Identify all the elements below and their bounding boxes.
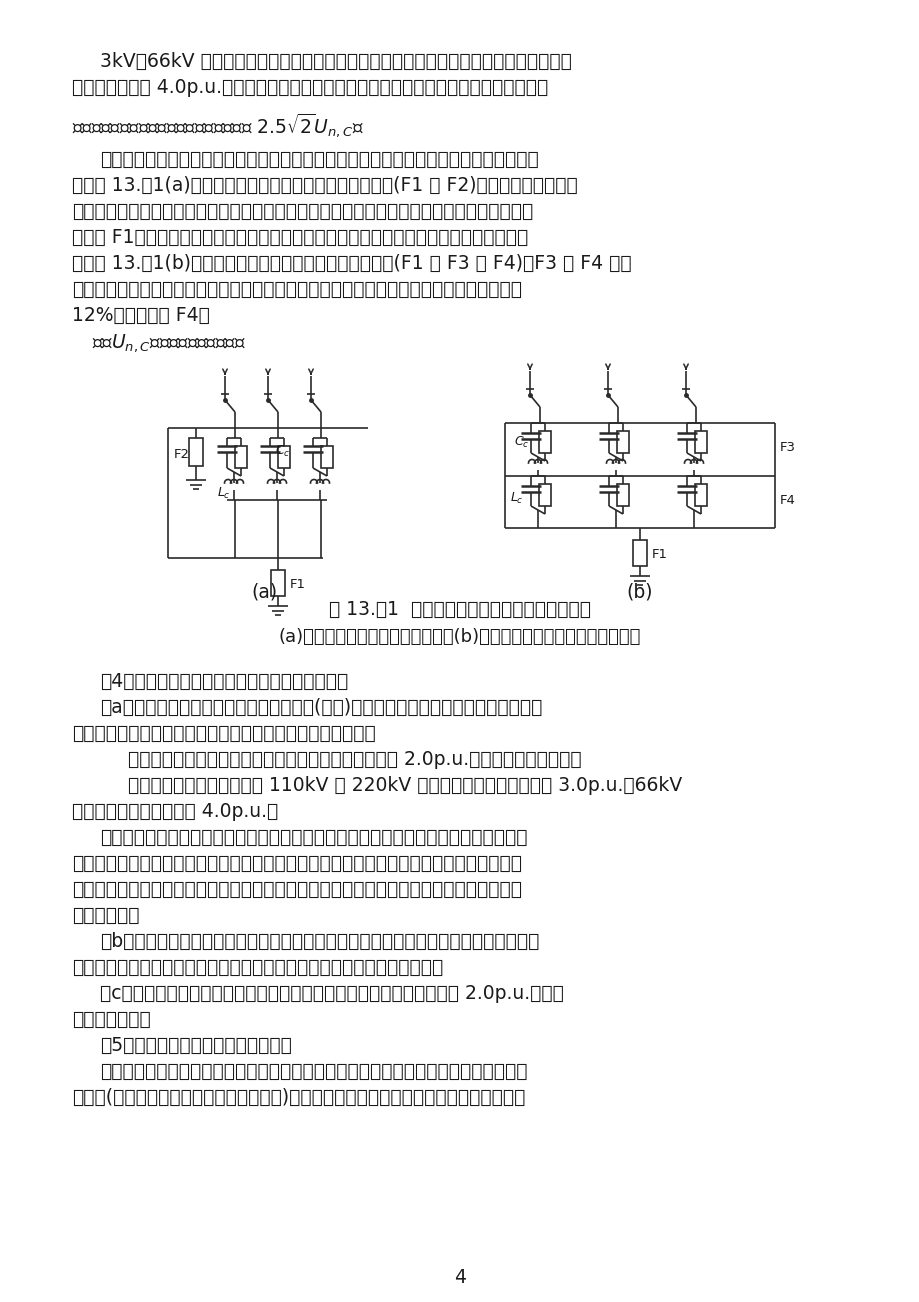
Bar [321, 447, 333, 467]
Text: 4: 4 [453, 1268, 466, 1286]
Text: (a): (a) [251, 583, 277, 602]
Text: 12%时，宜采用 F4。: 12%时，宜采用 F4。 [72, 306, 210, 326]
Text: F4: F4 [779, 493, 795, 506]
Text: （b）在可能只带一条线路运行的变压器中性点消弧线圈上，宜用阀式避雷器限制切除最: （b）在可能只带一条线路运行的变压器中性点消弧线圈上，宜用阀式避雷器限制切除最 [100, 932, 539, 950]
Text: 3kV～66kV 系统开断并联电容补偿装置如断路器发生单相重击穿时，电容器高压端对地: 3kV～66kV 系统开断并联电容补偿装置如断路器发生单相重击穿时，电容器高压端… [100, 52, 572, 72]
Text: F1: F1 [652, 548, 667, 561]
Text: 后一条线路两相接地故障时，强制开断消弧线圈电流在其上产生的过电压。: 后一条线路两相接地故障时，强制开断消弧线圈电流在其上产生的过电压。 [72, 958, 443, 976]
Text: 采用熄弧性能较强的断路器开断激磁电流较大的变压器以及并联电抗补偿装置产生的高: 采用熄弧性能较强的断路器开断激磁电流较大的变压器以及并联电抗补偿装置产生的高 [100, 828, 527, 848]
Text: (a)单相重击穿过电压的保护接线；(b)单、两相重击穿过电压的保护接线: (a)单相重击穿过电压的保护接线；(b)单、两相重击穿过电压的保护接线 [278, 628, 641, 646]
Text: 注：$U_{n,C}$为电容器的额定电压。: 注：$U_{n,C}$为电容器的额定电压。 [92, 332, 245, 354]
Text: （4）操作空载变压器和并联电抗器等的过电压。: （4）操作空载变压器和并联电抗器等的过电压。 [100, 672, 348, 691]
Text: F2: F2 [174, 448, 190, 461]
Text: 宜按图 13.－1(a)装设并联电容补偿装置金属氧化物避雷器(F1 或 F2)，作为限制单相重击: 宜按图 13.－1(a)装设并联电容补偿装置金属氧化物避雷器(F1 或 F2)，… [72, 176, 577, 195]
Text: 当开断具有冷轧硅钢片的变压器时，过电压一般不超过 2.0p.u.，可不采取保护措施。: 当开断具有冷轧硅钢片的变压器时，过电压一般不超过 2.0p.u.，可不采取保护措… [128, 750, 581, 769]
Text: 限制两相重击穿时在电容器极间出现的过电压。当并联电容补偿装置电抗器的电抗率不低于: 限制两相重击穿时在电容器极间出现的过电压。当并联电容补偿装置电抗器的电抗率不低于 [72, 280, 521, 299]
Text: F1: F1 [289, 578, 306, 591]
Text: 过电压可能超过 4.0p.u.。开断前电源侧有单相接地故障时，该过电压将更高。开断时如发: 过电压可能超过 4.0p.u.。开断前电源侧有单相接地故障时，该过电压将更高。开… [72, 78, 548, 98]
Text: $L_c$: $L_c$ [217, 486, 231, 501]
Text: 操作并联电容补偿装置，应采用开断时不重击穿的断路器。对于需频繁投切的补偿装置，: 操作并联电容补偿装置，应采用开断时不重击穿的断路器。对于需频繁投切的补偿装置， [100, 150, 539, 169]
Bar [617, 484, 629, 506]
Text: 宜采用 F1。断路器操作频繁且开断时可能发生重击穿或者合闸过程中触头有弹跳现象时，: 宜采用 F1。断路器操作频繁且开断时可能发生重击穿或者合闸过程中触头有弹跳现象时… [72, 228, 528, 247]
Bar [188, 437, 203, 466]
Text: 采取保护措施。: 采取保护措施。 [72, 1010, 151, 1029]
Text: 其高压侧或低压侧。但高低压侧系统接地方式不同时，低压侧宜装设操作过电压保护水平较: 其高压侧或低压侧。但高低压侧系统接地方式不同时，低压侧宜装设操作过电压保护水平较 [72, 880, 521, 898]
Text: （c）空载变压器和并联电抗补偿装置合闸产生的操作过电压一般不超过 2.0p.u.，可不: （c）空载变压器和并联电抗补偿装置合闸产生的操作过电压一般不超过 2.0p.u.… [100, 984, 563, 1003]
Bar [539, 484, 550, 506]
Bar [617, 431, 629, 453]
Text: (b): (b) [626, 583, 652, 602]
Text: 过电压(后两种仅出现于真空断路器开断时)。过电压幅值与断路器熄弧性能、电动机和回路: 过电压(后两种仅出现于真空断路器开断时)。过电压幅值与断路器熄弧性能、电动机和回… [72, 1088, 525, 1107]
Text: 开断具有热轧硅钢片铁芯的 110kV 及 220kV 变压器的过电压一般不超过 3.0p.u.；66kV: 开断具有热轧硅钢片铁芯的 110kV 及 220kV 变压器的过电压一般不超过 … [128, 776, 682, 796]
Text: $L_c$: $L_c$ [509, 491, 523, 506]
Bar [539, 431, 550, 453]
Text: 及以下变压器一般不超过 4.0p.u.。: 及以下变压器一般不超过 4.0p.u.。 [72, 802, 278, 822]
Bar [694, 431, 706, 453]
Text: 穿过电压的后备保护装置。在电源侧有单相接地故障不要求进行补偿装置开断操作的条件下，: 穿过电压的后备保护装置。在电源侧有单相接地故障不要求进行补偿装置开断操作的条件下… [72, 202, 533, 221]
Text: 在开断高压感应电动机时，因断路器的截流、三相同时开断和高频重复重击穿等会产生: 在开断高压感应电动机时，因断路器的截流、三相同时开断和高频重复重击穿等会产生 [100, 1062, 527, 1081]
Text: 宜按图 13.－1(b)装设并联电容补偿装置金属氧化物避雷器(F1 及 F3 或 F4)。F3 或 F4 用以: 宜按图 13.－1(b)装设并联电容补偿装置金属氧化物避雷器(F1 及 F3 或… [72, 254, 631, 273]
Text: 生两相重击穿，电容器极间过电压可能超过 $2.5\sqrt{2}U_{n,C}$。: 生两相重击穿，电容器极间过电压可能超过 $2.5\sqrt{2}U_{n,C}$… [72, 112, 364, 141]
Text: 幅值过电压，可在断路器的非电源侧装设阀式避雷器加以限制。保护变压器的避雷器可装在: 幅值过电压，可在断路器的非电源侧装设阀式避雷器加以限制。保护变压器的避雷器可装在 [72, 854, 521, 874]
Text: F3: F3 [779, 441, 795, 454]
Bar [694, 484, 706, 506]
Bar [271, 570, 285, 596]
Text: （a）开断空载变压器由于断路器强制熄弧(截流)产生的过电压，与断路器型式、变压器: （a）开断空载变压器由于断路器强制熄弧(截流)产生的过电压，与断路器型式、变压器 [100, 698, 542, 717]
Text: 铁芯材料、绕组型式、回路元件参数和系统接地方式等有关。: 铁芯材料、绕组型式、回路元件参数和系统接地方式等有关。 [72, 724, 375, 743]
Text: （5）开断高压感应电动机的过电压。: （5）开断高压感应电动机的过电压。 [100, 1036, 291, 1055]
Text: $C_c$: $C_c$ [275, 444, 290, 460]
Bar [632, 540, 646, 566]
Text: $C_c$: $C_c$ [514, 435, 528, 450]
Text: 低的避雷器。: 低的避雷器。 [72, 906, 140, 924]
Bar [278, 447, 289, 467]
Text: 图 13.－1  并联电容补偿装置的避雷器保护接线: 图 13.－1 并联电容补偿装置的避雷器保护接线 [329, 600, 590, 618]
Bar [234, 447, 246, 467]
